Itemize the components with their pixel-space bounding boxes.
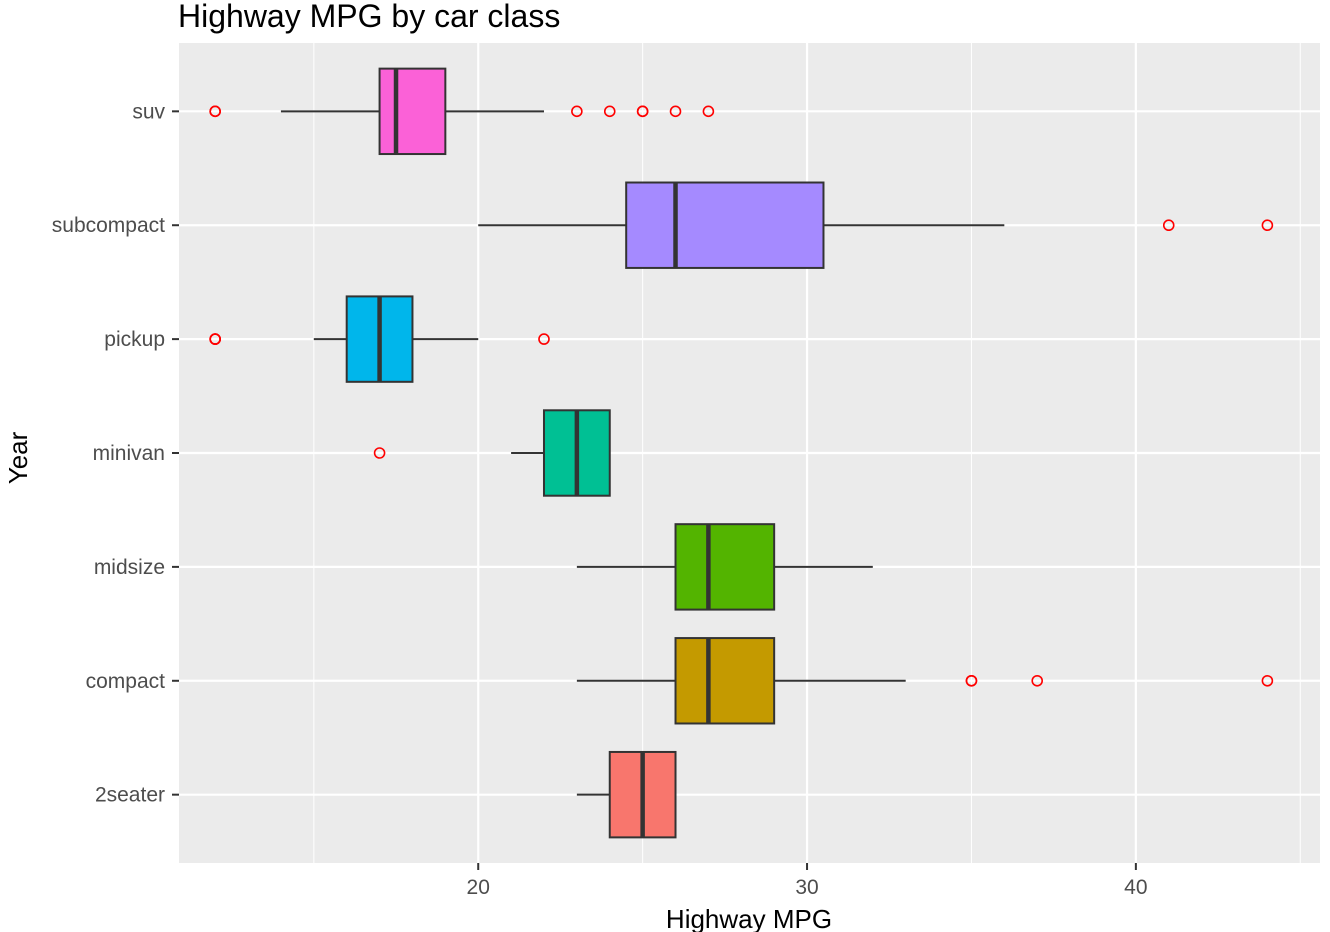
y-tick-label: compact — [86, 670, 166, 693]
box-iqr — [674, 523, 776, 611]
outlier-point — [571, 105, 583, 118]
outlier-point — [1261, 674, 1274, 687]
y-tick-label: subcompact — [52, 214, 165, 237]
outlier-point — [965, 674, 978, 687]
box-iqr — [378, 67, 447, 156]
x-axis: 20 30 40 — [467, 863, 1148, 899]
x-tick-label: 30 — [795, 876, 818, 899]
box-suv — [209, 67, 715, 156]
outlier-point — [1261, 219, 1274, 232]
outlier-point — [373, 447, 386, 459]
y-axis: 2seater compact midsize minivan pickup subcom… — [52, 100, 179, 807]
box-iqr — [625, 181, 825, 269]
y-tick-label: suv — [132, 100, 165, 123]
outlier-point — [538, 333, 550, 345]
box-series — [209, 67, 1274, 839]
outlier-point — [636, 105, 649, 118]
y-tick-label: pickup — [104, 328, 165, 351]
box-subcompact — [478, 181, 1274, 269]
x-tick-label: 40 — [1124, 876, 1147, 899]
x-tick-label: 20 — [467, 876, 490, 899]
outlier-point — [209, 105, 221, 118]
box-compact — [576, 637, 1274, 725]
box-pickup — [209, 295, 550, 383]
chart-title: Highway MPG by car class — [178, 0, 561, 34]
box-iqr — [674, 637, 776, 725]
outlier-point — [209, 333, 221, 345]
outlier-point — [1162, 219, 1175, 232]
y-axis-title: Year — [3, 431, 33, 484]
box-midsize — [576, 523, 873, 611]
outlier-point — [669, 105, 682, 118]
outlier-point — [702, 105, 715, 118]
box-2seater — [576, 750, 677, 839]
outlier-point — [1031, 674, 1044, 687]
outlier-point — [603, 105, 616, 118]
major-gridlines — [179, 43, 1320, 863]
y-tick-label: midsize — [94, 556, 165, 579]
y-tick-label: minivan — [93, 442, 165, 465]
x-axis-title: Highway MPG — [666, 904, 832, 932]
y-tick-label: 2seater — [95, 784, 165, 807]
box-minivan — [373, 409, 611, 497]
